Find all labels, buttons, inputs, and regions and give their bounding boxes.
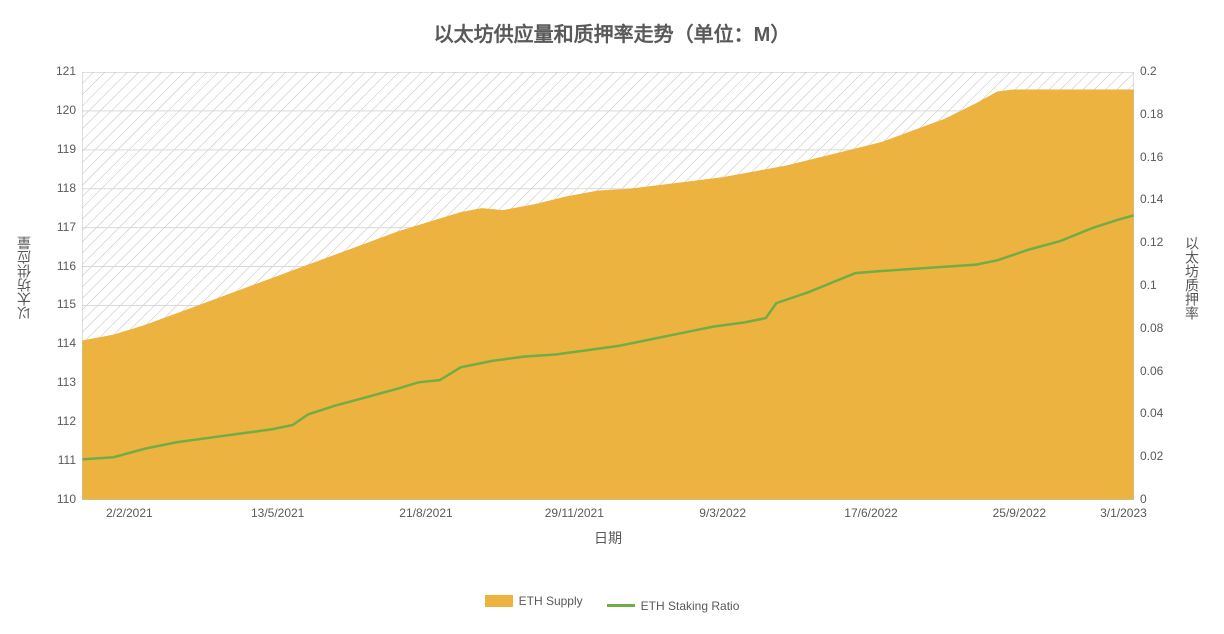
y-left-tick: 111: [58, 453, 76, 467]
y-left-tick: 116: [57, 259, 76, 273]
x-tick: 25/9/2022: [979, 506, 1059, 520]
legend-item: ETH Supply: [485, 594, 583, 608]
y-left-tick: 117: [57, 220, 76, 234]
x-tick: 17/6/2022: [831, 506, 911, 520]
y-left-tick: 118: [57, 181, 76, 195]
y-left-tick: 121: [56, 64, 76, 78]
y-left-tick: 120: [56, 103, 76, 117]
y-left-tick: 110: [57, 492, 76, 506]
y-left-tick: 119: [57, 142, 76, 156]
y-right-tick: 0.06: [1140, 364, 1163, 378]
x-tick: 13/5/2021: [238, 506, 318, 520]
x-tick: 2/2/2021: [89, 506, 169, 520]
legend-swatch-area: [485, 595, 513, 607]
legend-label: ETH Staking Ratio: [641, 599, 740, 613]
y-right-tick: 0.04: [1140, 406, 1163, 420]
y-right-axis-label: 以太坊质押率: [1182, 236, 1202, 320]
x-tick: 3/1/2023: [1083, 506, 1163, 520]
legend: ETH Supply ETH Staking Ratio: [0, 594, 1224, 613]
y-left-tick: 113: [57, 375, 76, 389]
y-left-tick: 112: [57, 414, 76, 428]
y-left-tick: 114: [57, 336, 76, 350]
y-right-tick: 0.12: [1140, 235, 1163, 249]
x-tick: 29/11/2021: [534, 506, 614, 520]
y-left-tick: 115: [57, 297, 76, 311]
y-right-tick: 0.1: [1140, 278, 1157, 292]
y-right-tick: 0.02: [1140, 449, 1163, 463]
chart-title: 以太坊供应量和质押率走势（单位：M）: [0, 18, 1224, 47]
legend-swatch-line: [607, 604, 635, 607]
y-right-tick: 0: [1140, 492, 1147, 506]
x-axis-label: 日期: [82, 528, 1134, 548]
chart-container: 以太坊供应量和质押率走势（单位：M） 110 111 112 113 114 115 116…: [0, 0, 1224, 634]
legend-label: ETH Supply: [519, 594, 583, 608]
y-left-axis-label: 以太坊供应量: [14, 236, 34, 320]
y-right-tick: 0.16: [1140, 150, 1163, 164]
y-right-tick: 0.18: [1140, 107, 1163, 121]
y-right-tick: 0.14: [1140, 192, 1163, 206]
legend-item: ETH Staking Ratio: [607, 599, 740, 613]
y-right-tick: 0.2: [1140, 64, 1157, 78]
x-tick: 9/3/2022: [683, 506, 763, 520]
y-right-tick: 0.08: [1140, 321, 1163, 335]
x-tick: 21/8/2021: [386, 506, 466, 520]
chart-plot: [82, 72, 1134, 500]
